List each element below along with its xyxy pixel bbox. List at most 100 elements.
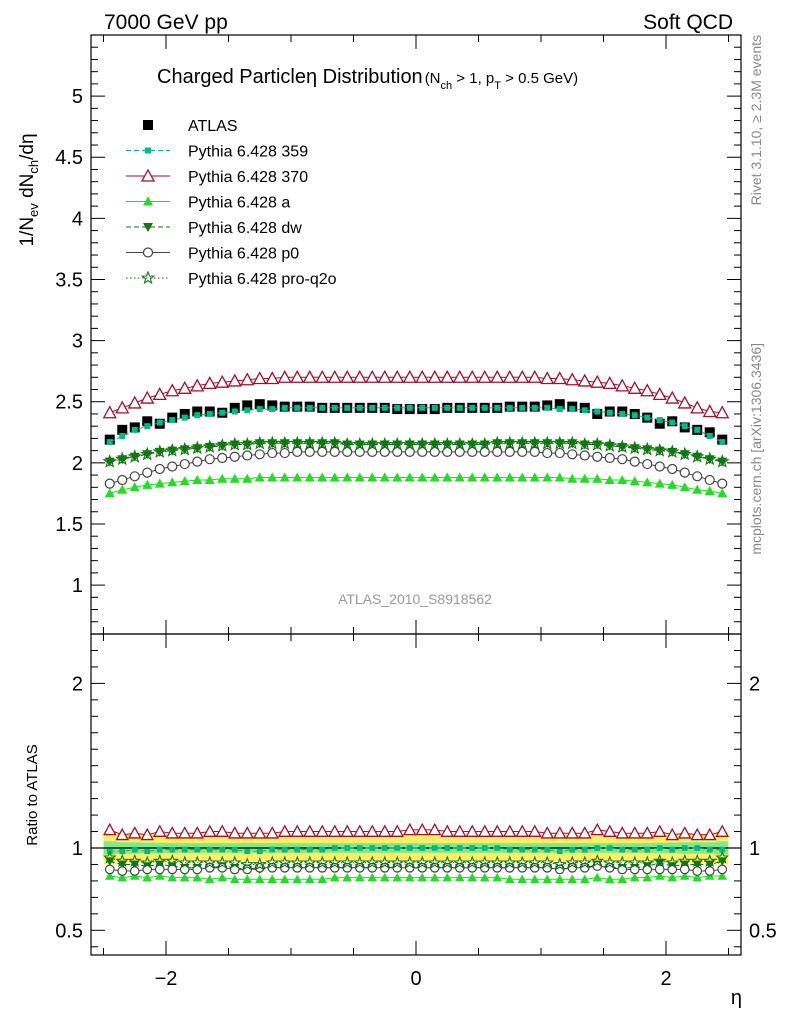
pythia-a-point bbox=[704, 485, 715, 495]
pythia-370-point bbox=[165, 826, 180, 839]
atlas-data-point bbox=[267, 400, 278, 411]
atlas-data-point bbox=[117, 424, 128, 435]
ratio-y-tick-label-right: 2 bbox=[749, 673, 760, 695]
pythia-pro-q2o-point bbox=[652, 442, 668, 457]
pythia-pro-q2o-point bbox=[327, 855, 342, 869]
pythia-370-point bbox=[190, 378, 205, 392]
ylabel-part-2: dN bbox=[17, 174, 38, 204]
pythia-370-point bbox=[240, 372, 255, 386]
pythia-pro-q2o-point bbox=[190, 440, 205, 455]
ratio-y-tick-label-left: 2 bbox=[72, 673, 83, 695]
series-line-main bbox=[109, 451, 723, 485]
pythia-370-point bbox=[715, 405, 730, 419]
pythia-pro-q2o-point bbox=[114, 451, 130, 466]
pythia-a-point bbox=[180, 872, 190, 882]
main-y-tick-label: 4 bbox=[72, 208, 83, 230]
pythia-a-point bbox=[117, 484, 128, 494]
pythia-370-point bbox=[602, 376, 617, 390]
pythia-pro-q2o-point bbox=[590, 853, 605, 868]
pythia-p0-point bbox=[542, 447, 553, 459]
pythia-359-point bbox=[581, 846, 588, 853]
pythia-a-point bbox=[567, 874, 577, 884]
pythia-pro-q2o-point bbox=[715, 850, 730, 864]
pythia-a-point bbox=[142, 872, 152, 882]
pythia-359-point bbox=[169, 417, 176, 424]
pythia-p0-point bbox=[304, 862, 315, 873]
pythia-359-point bbox=[145, 147, 151, 154]
pythia-359-point bbox=[406, 404, 413, 411]
pythia-pro-q2o-point bbox=[152, 444, 168, 458]
pythia-pro-q2o-point bbox=[239, 436, 255, 451]
series-line-main bbox=[109, 477, 723, 494]
atlas-data-point bbox=[142, 416, 153, 427]
pythia-359-point bbox=[356, 404, 363, 411]
pythia-a-point bbox=[267, 472, 278, 482]
pythia-359-point bbox=[556, 848, 563, 855]
pythia-pro-q2o-point bbox=[102, 453, 118, 468]
pythia-370-point bbox=[702, 404, 717, 418]
pythia-370-point bbox=[140, 390, 155, 404]
pythia-a-point bbox=[330, 872, 340, 882]
pythia-359-point bbox=[194, 846, 201, 853]
pythia-370-point bbox=[652, 387, 667, 401]
pythia-pro-q2o-point bbox=[477, 436, 493, 451]
pythia-pro-q2o-point bbox=[415, 855, 430, 869]
pythia-pro-q2o-point bbox=[227, 855, 242, 869]
pythia-pro-q2o-point bbox=[427, 436, 443, 451]
pythia-a-point bbox=[679, 482, 690, 492]
pythia-359-point bbox=[594, 408, 601, 415]
pythia-a-point bbox=[567, 473, 578, 483]
pythia-359-point bbox=[569, 406, 576, 413]
pythia-370-point bbox=[615, 826, 630, 839]
pythia-359-point bbox=[381, 404, 388, 411]
pythia-370-point bbox=[427, 822, 442, 836]
legend-entry: Pythia 6.428 dw bbox=[126, 220, 302, 237]
pythia-a-point bbox=[154, 478, 165, 488]
pythia-pro-q2o-point bbox=[490, 855, 505, 869]
series-pythia-6-428-dw bbox=[104, 439, 728, 875]
pythia-359-point bbox=[506, 404, 513, 411]
pythia-370-point bbox=[465, 824, 480, 837]
ratio-plot-frame bbox=[90, 633, 742, 956]
pythia-a-point bbox=[204, 474, 215, 484]
pythia-p0-point bbox=[304, 446, 315, 457]
pythia-370-point bbox=[340, 369, 355, 383]
pythia-359-point bbox=[694, 845, 701, 851]
pythia-a-point bbox=[329, 472, 340, 482]
pythia-359-point bbox=[206, 410, 213, 417]
pythia-370-point bbox=[477, 369, 492, 383]
pythia-a-point bbox=[467, 472, 478, 482]
legend-entry: Pythia 6.428 p0 bbox=[126, 246, 299, 263]
pythia-p0-point bbox=[704, 474, 715, 486]
pythia-pro-q2o-point bbox=[265, 855, 280, 869]
pythia-370-point bbox=[265, 826, 280, 839]
pythia-359-point bbox=[419, 845, 426, 851]
pythia-p0-point bbox=[142, 467, 153, 478]
pythia-359-point bbox=[231, 408, 238, 415]
pythia-p0-point bbox=[592, 451, 603, 462]
pythia-a-point bbox=[542, 472, 553, 482]
pythia-a-point bbox=[142, 479, 153, 489]
pythia-p0-point bbox=[479, 862, 490, 873]
pythia-pro-q2o-point bbox=[565, 855, 580, 869]
pythia-pro-q2o-point bbox=[514, 435, 530, 450]
pythia-370-point bbox=[565, 826, 580, 839]
pythia-a-point bbox=[505, 874, 515, 884]
pythia-359-point bbox=[581, 407, 588, 414]
pythia-370-point bbox=[527, 369, 542, 383]
pythia-pro-q2o-point bbox=[115, 853, 130, 868]
ratio-y-axis-label: Ratio to ATLAS bbox=[24, 744, 41, 845]
pythia-p0-point bbox=[654, 461, 665, 472]
legend-label: Pythia 6.428 a bbox=[188, 195, 290, 212]
pythia-359-point bbox=[481, 404, 488, 411]
pythia-a-point bbox=[354, 472, 365, 482]
pythia-pro-q2o-point bbox=[177, 441, 193, 456]
pythia-p0-point bbox=[592, 861, 603, 871]
pythia-359-point bbox=[269, 406, 276, 413]
pythia-370-point bbox=[540, 826, 555, 839]
pythia-359-point bbox=[106, 439, 113, 446]
pythia-370-point bbox=[227, 373, 242, 387]
pythia-p0-point bbox=[679, 864, 690, 875]
pythia-pro-q2o-point bbox=[402, 436, 418, 451]
